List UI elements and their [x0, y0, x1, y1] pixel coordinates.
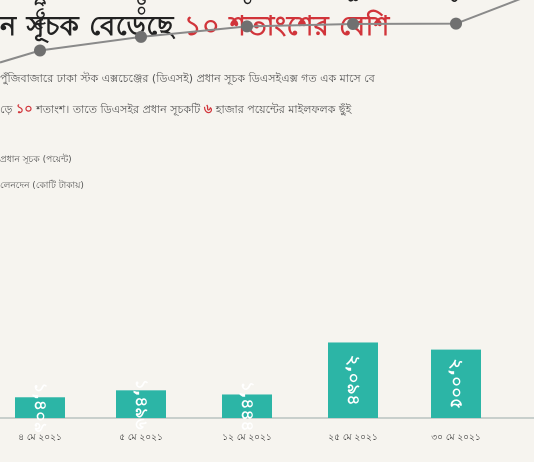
intro-line2-mid: শতাংশ। তাতে ডিএসইর প্রধান সূচকটি: [36, 103, 201, 116]
intro-line-1: পুঁজিবাজারে ঢাকা স্টক এক্সচেঞ্জের (ডিএসই…: [0, 72, 375, 85]
bar-value-label: ১,৪০৯: [30, 382, 50, 433]
labels-layer: ৪ মে ২০২১ ৫ মে ২০২১ ১২ মে ২০২১ ২৫ মে ২০২১ ৩০…: [18, 433, 481, 443]
x-tick-label: ২৫ মে ২০২১: [328, 433, 377, 443]
bar: [328, 342, 378, 418]
x-tick-label: ৫ মে ২০২১: [119, 433, 163, 443]
bar-value-label: ১,৪৯৬: [131, 379, 151, 430]
point-value-label: ৫,৯১৯: [446, 0, 466, 3]
bars-layer: ১,৪০৯ ১,৪৯৬ ১,৪৪৪ ২,০৯৪ ২,০০৫: [0, 342, 534, 433]
legend-turnover: লেনদেন (কোটি টাকায়): [0, 181, 84, 191]
point-value-label: ৫,৫৩৬: [30, 0, 50, 30]
index-line: [0, 0, 521, 64]
index-point: [241, 20, 253, 33]
point-value-label: ৫,৭৩০: [131, 0, 151, 16]
bar-value-label: ২,০০৫: [446, 358, 466, 409]
intro-accent-thousand: ৬: [203, 102, 213, 117]
bar-value-label: ২,০৯৪: [343, 355, 363, 406]
intro-accent-percent: ১০: [15, 102, 33, 117]
intro-line-2: ড়ে ১০ শতাংশ। তাতে ডিএসইর প্রধান সূচকটি …: [0, 100, 351, 121]
index-point: [450, 17, 462, 30]
index-point: [135, 30, 147, 43]
x-tick-label: ৪ মে ২০২১: [18, 433, 62, 443]
bar: [116, 390, 166, 418]
intro-line2-pre: ড়ে: [0, 103, 13, 116]
index-point: [347, 18, 359, 31]
point-value-label: ৫,৮৮০: [237, 0, 257, 6]
bar: [222, 394, 272, 418]
x-tick-label: ১২ মে ২০২১: [222, 433, 271, 443]
index-point: [34, 44, 46, 57]
bar: [15, 397, 65, 418]
legend-index: প্রধান সূচক (পয়েন্ট): [0, 155, 72, 165]
point-value-label: ৫,৯১৪: [343, 0, 363, 3]
x-tick-label: ৩০ মে ২০২১: [431, 433, 480, 443]
intro-line2-post: হাজার পয়েন্টের মাইলফলক ছুঁই: [215, 103, 352, 116]
bar: [431, 349, 481, 418]
line-layer: ৫,৫৩৬ ৫,৭৩০ ৫,৮৮০ ৫,৯১৪ ৫,৯১৯: [0, 0, 521, 64]
bar-value-label: ১,৪৪৪: [237, 381, 257, 432]
